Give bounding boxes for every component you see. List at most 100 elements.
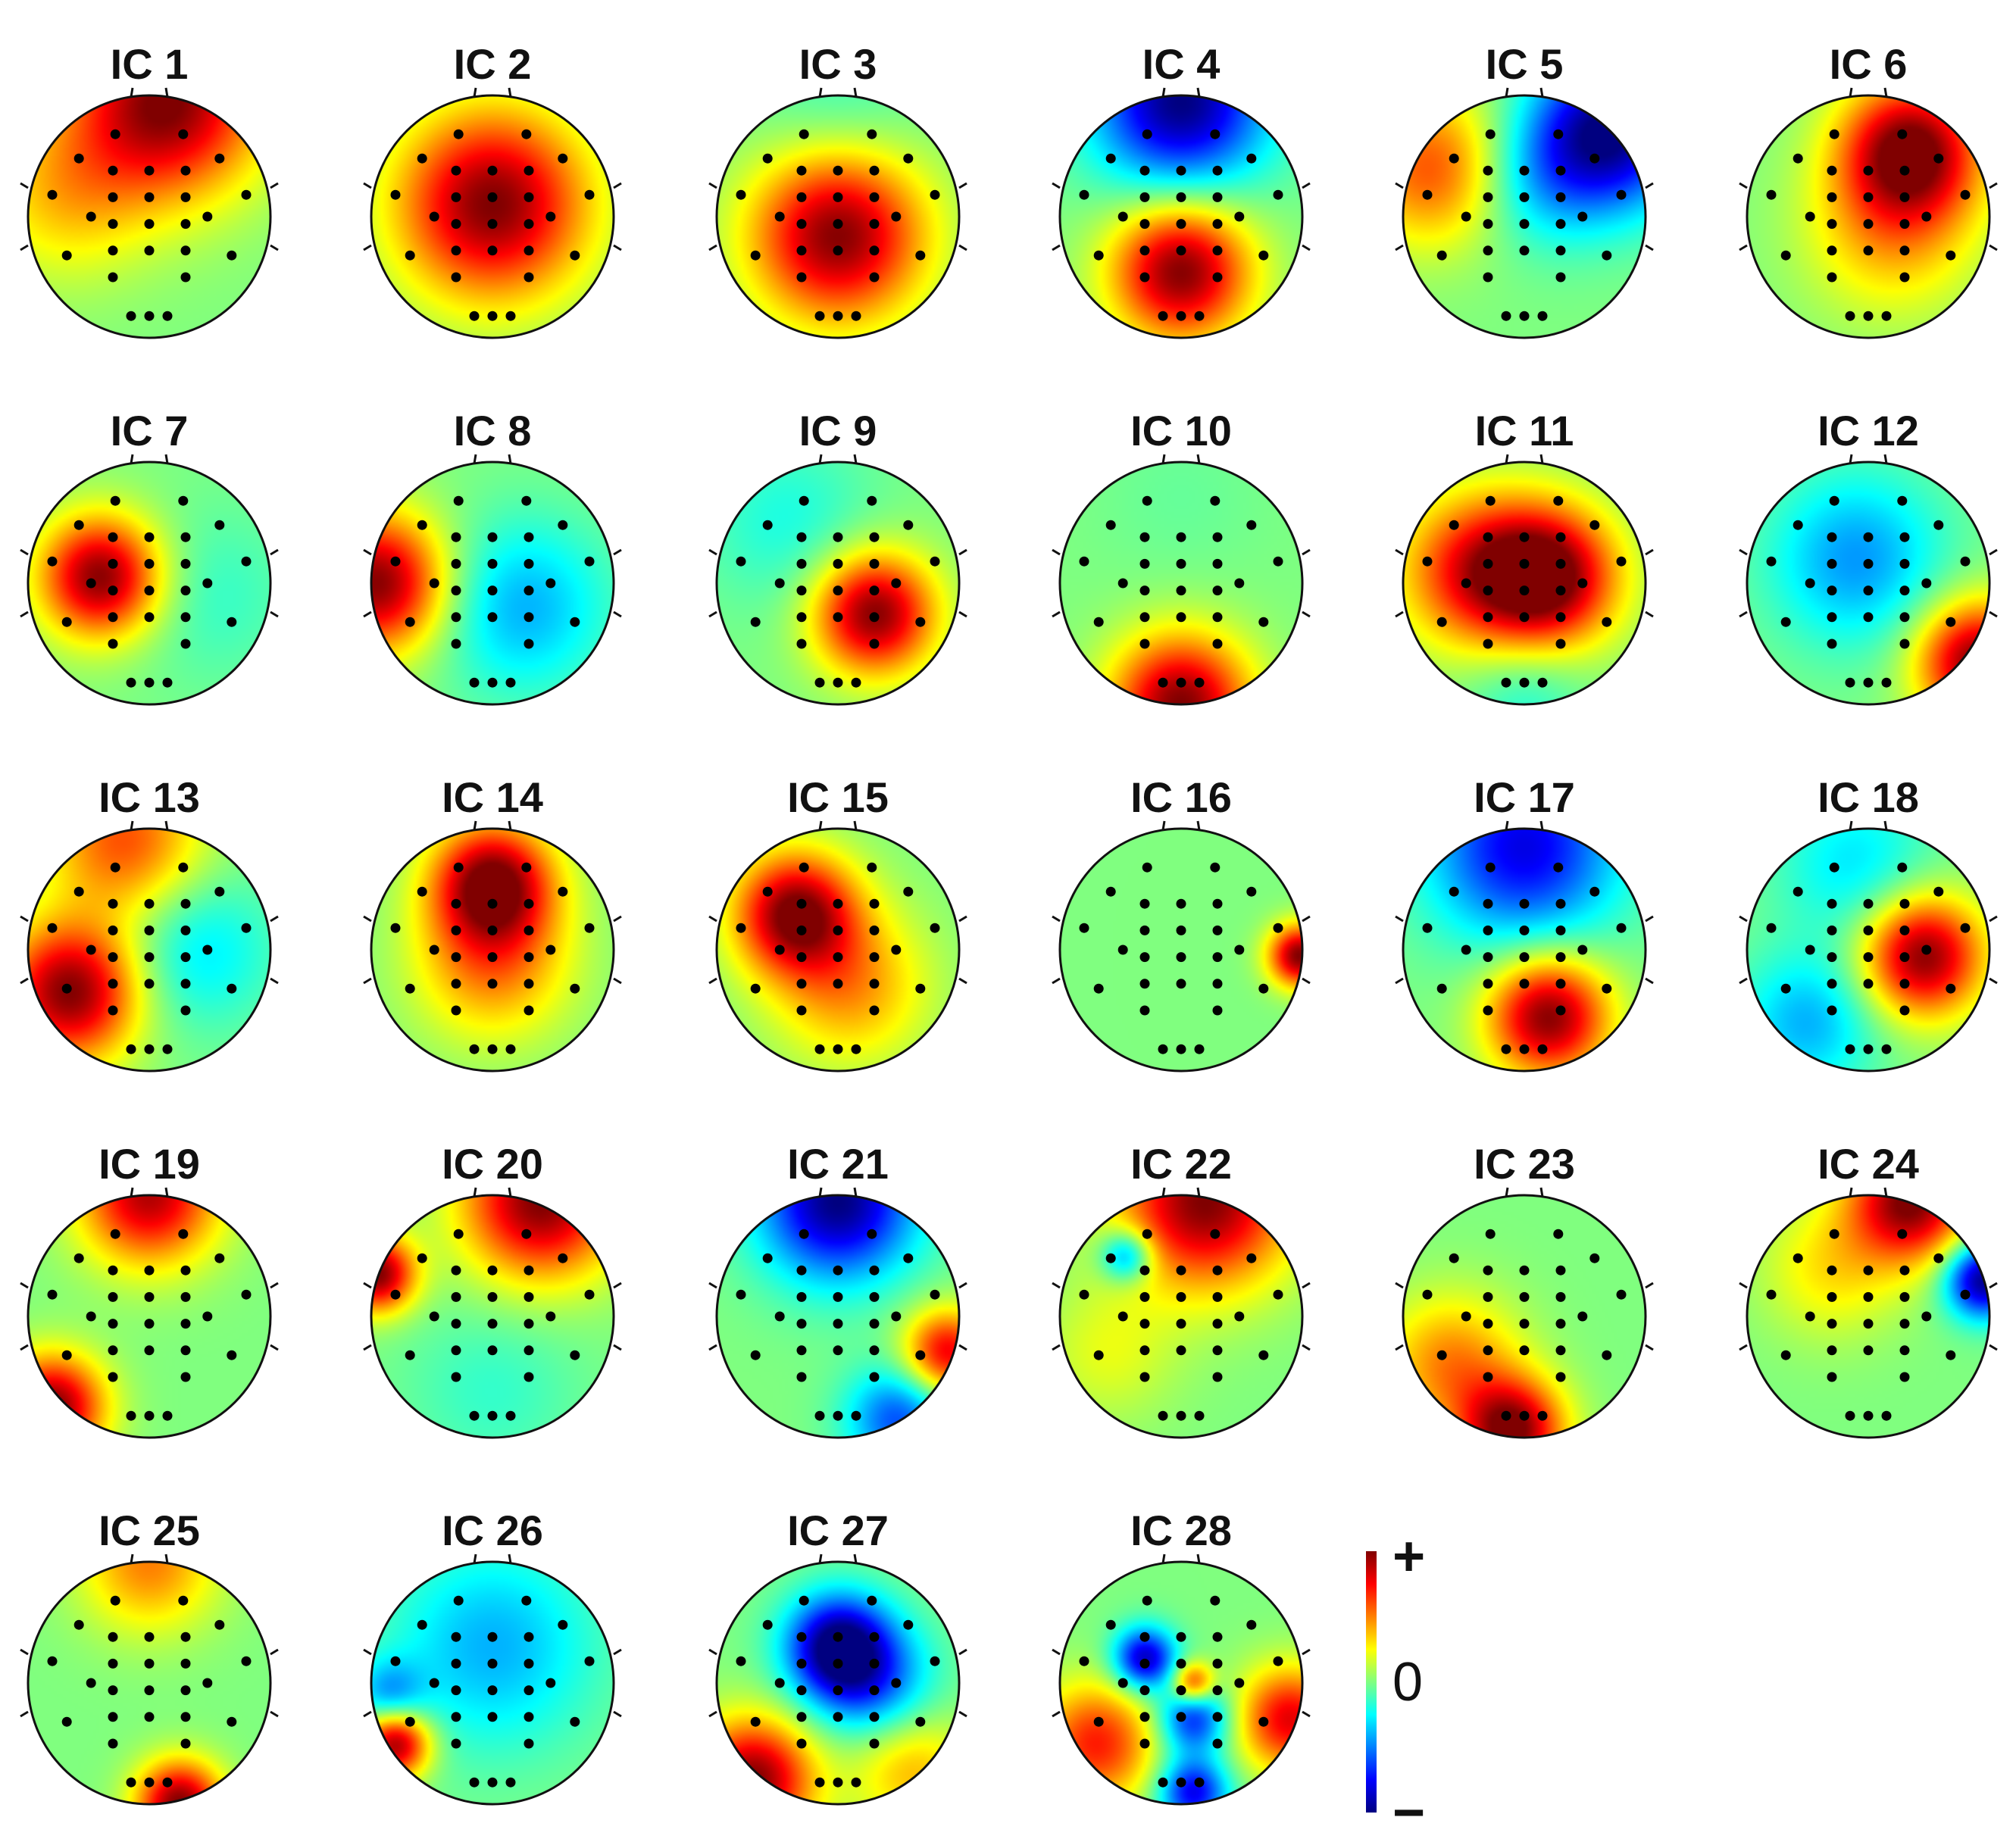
ear-marker (363, 182, 372, 189)
electrode-dot (390, 556, 401, 567)
scalp-field (717, 462, 959, 704)
electrode-dot (1461, 578, 1471, 589)
electrode-dot (1845, 1044, 1855, 1054)
electrode-dot (241, 1289, 252, 1300)
electrode-dot (126, 1044, 136, 1054)
electrode-dot (762, 1619, 773, 1630)
electrode-dot (1519, 1291, 1530, 1302)
electrode-dot (1519, 925, 1530, 935)
electrode-dot (521, 495, 532, 506)
electrode-dot (524, 1685, 534, 1696)
electrode-dot (1863, 898, 1874, 909)
component-title: IC 10 (1130, 407, 1232, 454)
ear-marker (958, 182, 967, 189)
electrode-dot (796, 558, 807, 569)
electrode-dot (1863, 165, 1874, 176)
electrode-dot (1139, 1712, 1150, 1722)
electrode-dot (1139, 979, 1150, 989)
electrode-dot (108, 1685, 118, 1696)
electrode-dot (774, 578, 785, 589)
colorbar-max-label: + (1392, 1525, 1425, 1588)
electrode-dot (796, 1738, 807, 1749)
electrode-dot (1176, 1265, 1186, 1276)
electrode-dot (214, 153, 225, 164)
ear-marker (1989, 244, 1998, 251)
electrode-dot (1212, 219, 1223, 230)
nose-marker (473, 820, 512, 831)
electrode-dot (869, 1685, 880, 1696)
component-title: IC 16 (1130, 773, 1232, 821)
head-outline (27, 1194, 272, 1439)
electrode-dot (180, 1345, 191, 1356)
ear-marker (20, 915, 29, 923)
electrode-dot (1766, 189, 1777, 200)
electrode-dot (869, 925, 880, 935)
electrode-dot (1483, 639, 1493, 649)
electrode-dot (110, 1229, 120, 1239)
electrode-dot (1555, 1345, 1566, 1356)
electrode-dot (869, 1631, 880, 1642)
electrode-dot (1139, 219, 1150, 230)
electrode-dot (1555, 898, 1566, 909)
electrode-dot (796, 1712, 807, 1722)
electrode-dot (1234, 211, 1245, 222)
electrode-dot (487, 245, 498, 256)
electrode-dot (505, 677, 516, 688)
electrode-dot (545, 1678, 556, 1688)
electrode-dot (796, 952, 807, 963)
electrode-dot (180, 925, 191, 935)
electrode-dot (891, 945, 902, 955)
electrode-dot (1616, 1289, 1627, 1300)
electrode-dot (1881, 677, 1892, 688)
electrode-dot (110, 129, 120, 139)
electrode-dot (1602, 983, 1612, 994)
electrode-dot (869, 165, 880, 176)
ear-marker (1989, 977, 1998, 985)
electrode-dot (451, 1345, 461, 1356)
electrode-dot (1501, 311, 1511, 321)
electrode-dot (1863, 219, 1874, 230)
electrode-dot (487, 165, 498, 176)
component-map: IC 5 (1395, 40, 1654, 339)
electrode-dot (214, 1253, 225, 1263)
electrode-dot (833, 558, 843, 569)
scalp-field (1747, 462, 1989, 704)
electrode-dot (1827, 558, 1837, 569)
electrode-dot (1483, 165, 1493, 176)
electrode-dot (227, 1716, 237, 1727)
electrode-dot (1555, 612, 1566, 623)
electrode-dot (86, 945, 96, 955)
electrode-dot (1960, 189, 1971, 200)
electrode-dot (1899, 585, 1910, 596)
electrode-dot (1176, 192, 1186, 202)
electrode-dot (1793, 886, 1803, 897)
electrode-dot (390, 189, 401, 200)
electrode-dot (736, 1656, 746, 1666)
electrode-dot (1139, 1345, 1150, 1356)
electrode-dot (1483, 1265, 1493, 1276)
electrode-dot (867, 1229, 877, 1239)
electrode-dot (1863, 1410, 1874, 1421)
electrode-dot (1555, 192, 1566, 202)
electrode-dot (869, 1265, 880, 1276)
electrode-dot (1258, 250, 1269, 261)
electrode-dot (108, 1712, 118, 1722)
electrode-dot (1946, 983, 1956, 994)
electrode-dot (417, 153, 427, 164)
electrode-dot (1212, 1712, 1223, 1722)
ear-marker (1989, 548, 1998, 556)
head-outline (370, 827, 615, 1073)
electrode-dot (47, 923, 58, 933)
electrode-dot (1519, 245, 1530, 256)
electrode-dot (126, 1410, 136, 1421)
ear-marker (1395, 548, 1404, 556)
electrode-dot (1933, 153, 1944, 164)
electrode-dot (833, 952, 843, 963)
electrode-dot (570, 983, 580, 994)
electrode-dot (505, 311, 516, 321)
electrode-dot (1176, 558, 1186, 569)
scalp-field (28, 1195, 270, 1438)
scalp-field (1403, 1195, 1646, 1438)
electrode-dot (867, 129, 877, 139)
electrode-dot (144, 1685, 155, 1696)
